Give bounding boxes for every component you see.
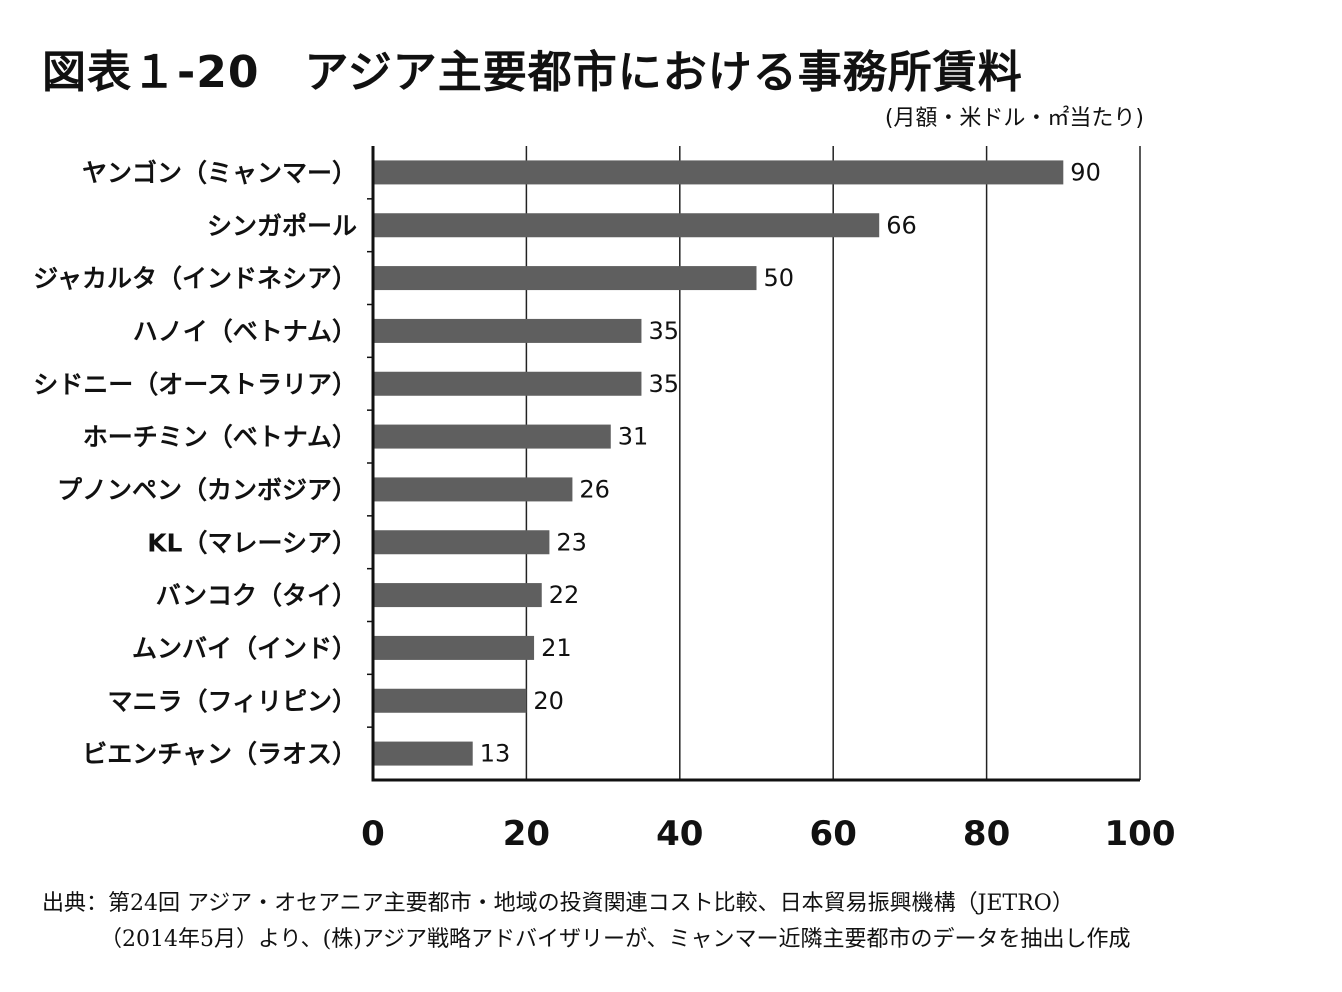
source-note: 出典：第24回 アジア・オセアニア主要都市・地域の投資関連コスト比較、日本貿易振… [42, 886, 1131, 958]
bar [373, 318, 642, 343]
category-label: ハノイ（ベトナム） [133, 317, 357, 346]
bar [373, 266, 757, 291]
value-label: 23 [556, 528, 587, 556]
x-tick-label: 60 [810, 814, 857, 854]
value-label: 66 [886, 211, 917, 239]
category-label: KL（マレーシア） [147, 528, 357, 557]
value-label: 35 [648, 370, 679, 398]
category-label: シドニー（オーストラリア） [33, 370, 357, 399]
bar [373, 477, 573, 502]
source-line-2: （2014年5月）より、(株)アジア戦略アドバイザリーが、ミャンマー近隣主要都市… [100, 927, 1131, 952]
source-line-1: 出典：第24回 アジア・オセアニア主要都市・地域の投資関連コスト比較、日本貿易振… [42, 891, 1074, 916]
x-tick-label: 40 [656, 814, 703, 854]
value-label: 13 [480, 740, 511, 768]
bar [373, 530, 550, 555]
grid-layer [525, 146, 1141, 780]
x-tick-label: 80 [963, 814, 1010, 854]
x-tick-label: 100 [1105, 814, 1176, 854]
bar [373, 160, 1064, 185]
bar [373, 688, 527, 713]
bar [373, 424, 611, 449]
unit-note: (月額・米ドル・㎡当たり) [884, 106, 1144, 131]
x-tick-label: 20 [503, 814, 550, 854]
bars-layer [373, 160, 1064, 766]
value-label: 22 [549, 581, 580, 609]
category-label: ホーチミン（ベトナム） [83, 423, 357, 452]
labels-layer: ヤンゴン（ミャンマー） 90 シンガポール 66 ジャカルタ（インドネシア） 50 ハノイ（… [33, 158, 1101, 768]
bar [373, 371, 642, 396]
category-label: プノンペン（カンボジア） [57, 475, 357, 504]
category-label: ヤンゴン（ミャンマー） [82, 158, 357, 187]
value-label: 31 [618, 423, 649, 451]
category-label: ビエンチャン（ラオス） [82, 740, 357, 769]
value-label: 35 [648, 317, 679, 345]
value-label: 90 [1070, 158, 1101, 186]
category-label: ジャカルタ（インドネシア） [33, 264, 357, 293]
x-tick-label: 0 [361, 814, 385, 854]
category-label: マニラ（フィリピン） [107, 687, 357, 716]
category-label: シンガポール [207, 211, 357, 240]
bar-chart: ヤンゴン（ミャンマー） 90 シンガポール 66 ジャカルタ（インドネシア） 50 ハノイ（… [33, 146, 1175, 854]
axis-layer: 0 20 40 60 80 100 [361, 146, 1175, 854]
bar [373, 213, 880, 238]
value-label: 20 [533, 687, 564, 715]
value-label: 21 [541, 634, 572, 662]
value-label: 50 [764, 264, 795, 292]
category-label: バンコク（タイ） [156, 581, 357, 610]
value-label: 26 [579, 475, 610, 503]
chart-title: 図表１-20 アジア主要都市における事務所賃料 [42, 47, 1023, 98]
bar [373, 635, 535, 660]
category-label: ムンバイ（インド） [132, 634, 357, 663]
bar [373, 741, 473, 766]
bar [373, 583, 542, 608]
